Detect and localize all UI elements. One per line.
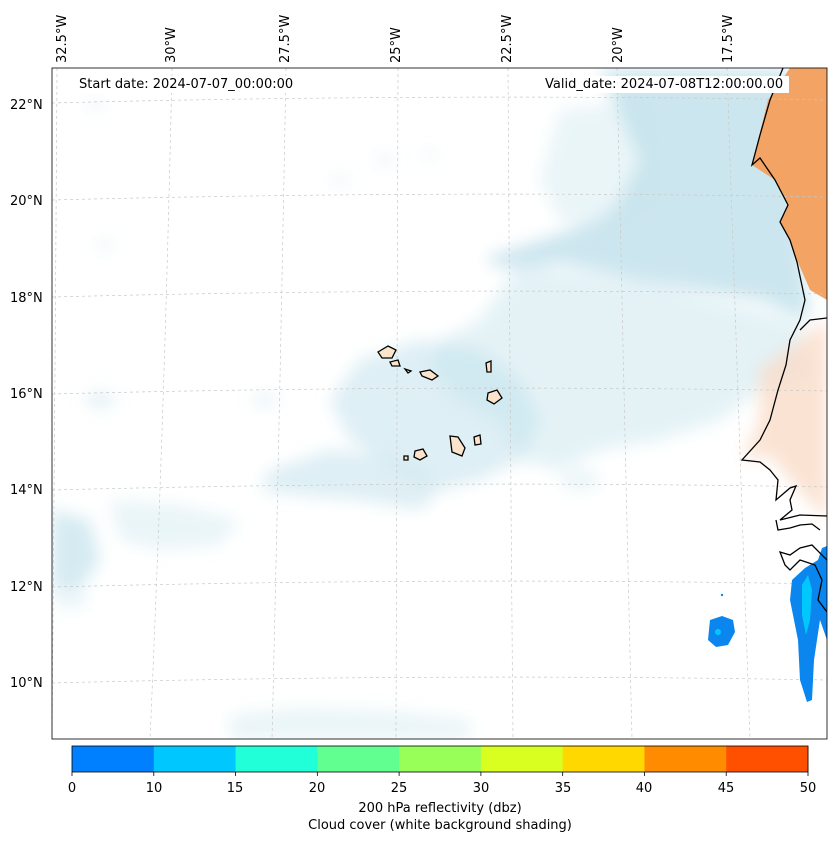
island-santo-antao	[377, 345, 397, 359]
island-sao-nicolau	[419, 369, 440, 381]
colorbar-label: 200 hPa reflectivity (dbz)	[358, 801, 522, 816]
graticule	[52, 68, 827, 739]
colorbar-tick-10: 10	[145, 781, 163, 796]
start-date-label: Start date: 2024-07-07_00:00:00	[73, 76, 300, 93]
island-boa-vista	[486, 389, 503, 405]
cloud-band-ne-fade	[540, 100, 660, 230]
land-hot-shading	[752, 68, 827, 300]
lat-label-16n: 16°N	[10, 387, 43, 402]
island-sal	[485, 360, 492, 373]
colorbar-segment	[72, 746, 155, 772]
colorbar-tick-30: 30	[472, 781, 490, 796]
lat-label-18n: 18°N	[10, 291, 43, 306]
cloud-patch-3	[375, 155, 395, 165]
colorbar-frame	[71, 745, 809, 773]
meridian-27.5W	[271, 68, 287, 739]
cloud-west-band	[260, 450, 440, 510]
colorbar-segment	[235, 746, 318, 772]
colorbar-segment	[399, 746, 482, 772]
meridian-30W	[149, 68, 173, 739]
colorbar-segment	[153, 746, 237, 772]
parallel-12N	[52, 580, 827, 588]
lon-label-22.5w: 22.5°W	[500, 14, 515, 63]
parallel-22N	[52, 96, 827, 104]
lat-label-22n: 22°N	[10, 98, 43, 113]
reflectivity-cells	[708, 546, 827, 702]
cloud-southwest	[52, 510, 100, 590]
lon-label-17.5w: 17.5°W	[721, 14, 736, 63]
cloud-patch-6	[251, 394, 279, 406]
africa-coast-gambia	[775, 519, 821, 531]
lat-label-12n: 12°N	[10, 580, 43, 595]
island-maio	[473, 434, 482, 446]
cloud-patch-2	[87, 100, 103, 110]
radar-dot	[720, 593, 724, 597]
lon-label-25w: 25°W	[389, 27, 404, 63]
colorbar-tick-45: 45	[717, 781, 735, 796]
parallel-14N	[52, 483, 827, 491]
colorbar-segment	[644, 746, 727, 772]
colorbar-segment	[726, 746, 809, 772]
colorbar	[71, 745, 809, 776]
lon-label-27.5w: 27.5°W	[278, 14, 293, 63]
lat-label-14n: 14°N	[10, 483, 43, 498]
lon-label-32.5w: 32.5°W	[55, 14, 70, 63]
cloud-patch-5	[97, 240, 113, 250]
border-mauritania-senegal	[799, 317, 827, 331]
lat-label-10n: 10°N	[10, 676, 43, 691]
colorbar-tick-35: 35	[554, 781, 572, 796]
island-sao-vicente	[389, 359, 401, 367]
africa-coast-north	[740, 68, 827, 521]
lon-label-30w: 30°W	[164, 27, 179, 63]
cloud-bottom	[230, 708, 470, 739]
cloud-patch-7	[560, 470, 600, 490]
island-santiago	[449, 435, 466, 457]
colorbar-tick-20: 20	[308, 781, 326, 796]
cloud-patch-4	[424, 150, 436, 160]
cloud-patch-1	[84, 393, 116, 407]
cape-verde-islands	[377, 345, 503, 461]
colorbar-tick-50: 50	[799, 781, 817, 796]
colorbar-tick-25: 25	[390, 781, 408, 796]
meridian-17.5W	[726, 68, 751, 739]
cloud-patch-8	[52, 592, 88, 608]
africa-coast-guinea	[778, 544, 827, 613]
colorbar-sublabel: Cloud cover (white background shading)	[308, 818, 572, 833]
colorbar-tick-0: 0	[67, 781, 77, 796]
island-santa-luzia	[403, 367, 413, 374]
radar-band-core	[802, 575, 812, 635]
colorbar-tick-40: 40	[635, 781, 653, 796]
lat-label-20n: 20°N	[10, 194, 43, 209]
valid-date-label: Valid_date: 2024-07-08T12:00:00.00	[539, 76, 790, 93]
colorbar-segment	[480, 746, 564, 772]
cloud-cape-verde	[330, 340, 540, 490]
map-frame	[51, 67, 828, 740]
radar-cell-offshore-core	[715, 629, 721, 635]
parallel-16N	[52, 387, 827, 395]
parallel-20N	[52, 193, 827, 201]
cloud-patch-9	[330, 176, 350, 184]
coastline	[740, 68, 827, 613]
cloud-patches-w	[110, 500, 240, 550]
colorbar-tick-15: 15	[226, 781, 244, 796]
land-warm-shading	[742, 320, 827, 520]
island-fogo	[413, 448, 428, 461]
parallel-10N	[52, 676, 827, 684]
radar-cell-offshore	[708, 616, 735, 647]
colorbar-segment	[317, 746, 400, 772]
island-brava	[403, 455, 409, 461]
parallel-18N	[52, 290, 827, 298]
colorbar-segment	[562, 746, 645, 772]
meridian-20W	[616, 68, 633, 739]
lon-label-20w: 20°W	[611, 27, 626, 63]
